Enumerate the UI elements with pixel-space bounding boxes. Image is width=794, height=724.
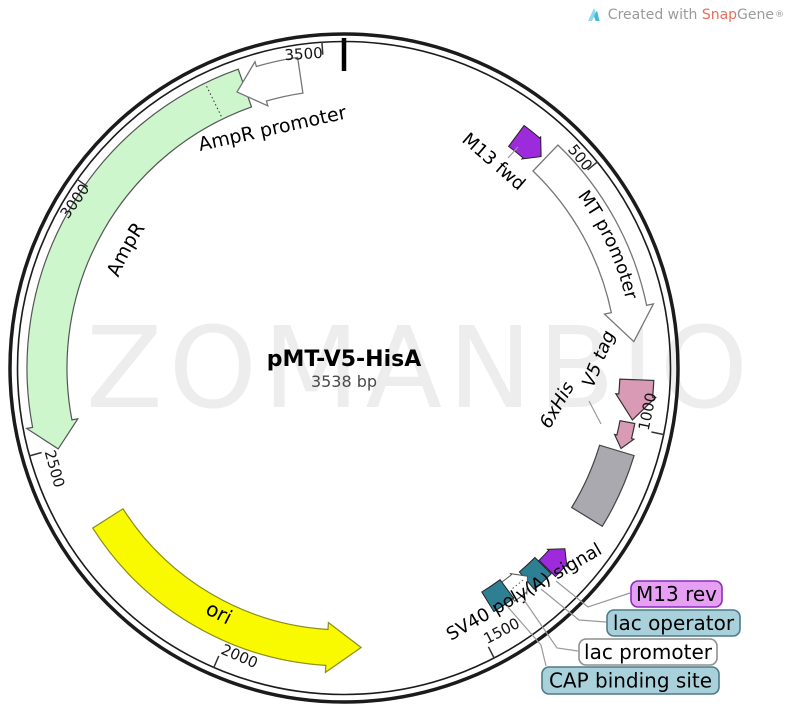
feature-ampr <box>25 68 253 450</box>
feature-mt-promoter <box>532 144 655 343</box>
label-box-cap-binding-site <box>541 666 720 695</box>
tick-label-2500: 2500 <box>41 448 69 490</box>
tick-2000 <box>212 655 220 669</box>
label-text-lac-promoter: lac promoter <box>584 640 713 664</box>
tick-3000 <box>76 178 89 188</box>
plasmid-name: pMT-V5-HisA <box>267 347 421 372</box>
label-text-cap-binding-site: CAP binding site <box>549 669 712 693</box>
leader-line-lac-operator <box>540 588 607 623</box>
leader-line-lac-promoter <box>523 599 579 652</box>
leader-line-cap-binding-site <box>506 605 547 667</box>
boxed-labels: M13 rev lac operator lac promoter CAP bindi… <box>541 580 741 695</box>
feature-lac-operator <box>518 556 552 591</box>
label-text-m13-rev: M13 rev <box>636 582 717 606</box>
credit-text: Created with <box>607 7 698 23</box>
brand-gene: Gene <box>737 7 774 23</box>
tick-1000 <box>651 431 665 436</box>
tick-3500 <box>321 41 324 55</box>
label-box-lac-operator <box>606 609 741 637</box>
feature-label-ampr: AmpR <box>103 218 150 279</box>
feature-sv40-polya <box>570 444 635 528</box>
registered-mark: ® <box>775 10 784 20</box>
feature-cap-binding-site <box>481 579 515 613</box>
feature-shapes <box>25 56 657 674</box>
feature-lac-promoter-dotted-line <box>512 579 524 589</box>
tick-1500 <box>487 646 495 659</box>
brand-snap: Snap <box>701 7 738 23</box>
plasmid-size: 3538 bp <box>311 372 377 391</box>
feature-v5-tag <box>614 378 657 421</box>
snapgene-credit: Created with Snap Gene ® <box>586 7 784 23</box>
feature-lac-promoter <box>500 572 529 602</box>
leader-line-m13-fwd <box>507 146 519 159</box>
feature-6xhis <box>613 419 636 450</box>
feature-m13-rev <box>538 548 568 578</box>
leader-line-m13-rev <box>555 580 631 608</box>
feature-boundary-dotted-line <box>205 85 222 117</box>
leader-lines <box>506 146 631 667</box>
tick-label-3500: 3500 <box>284 44 323 65</box>
tick-2500 <box>28 451 42 457</box>
backbone-ring-outer <box>8 32 680 704</box>
label-box-m13-rev <box>630 580 723 608</box>
label-box-lac-promoter <box>578 638 718 666</box>
feature-ampr-promoter <box>236 56 304 107</box>
tick-500 <box>587 161 599 171</box>
label-text-lac-operator: lac operator <box>613 611 735 635</box>
leader-line-6xhis <box>588 400 602 425</box>
snapgene-logo-icon <box>587 8 600 21</box>
feature-ori <box>91 507 363 674</box>
feature-m13-fwd <box>507 124 542 160</box>
